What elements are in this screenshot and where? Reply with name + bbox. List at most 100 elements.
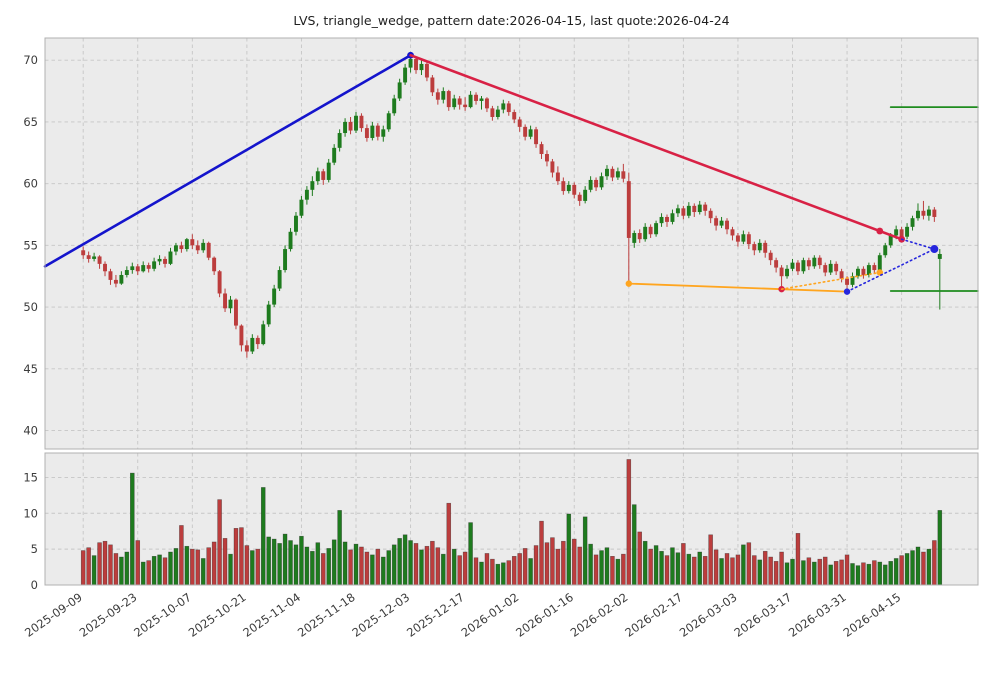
volume-bar (877, 561, 883, 586)
candle-body (883, 245, 888, 256)
candle-body (299, 199, 304, 216)
candle-body (457, 98, 462, 105)
volume-bar (664, 555, 670, 586)
volume-bar (582, 516, 588, 586)
volume-bar (413, 543, 419, 586)
candle-body (916, 210, 920, 219)
volume-bar (200, 558, 206, 586)
volume-bar (833, 561, 839, 586)
candle-body (108, 271, 113, 280)
volume-bar (86, 547, 91, 586)
candle-body (735, 235, 740, 242)
candle-body (856, 268, 860, 277)
volume-bar (697, 551, 703, 586)
volume-bar (119, 556, 124, 586)
volume-bar (451, 548, 457, 586)
candle-body (801, 260, 806, 272)
candle-body (452, 98, 457, 108)
candle-body (555, 172, 560, 182)
candle-body (315, 171, 320, 182)
svg-text:5: 5 (31, 542, 38, 556)
volume-bar (675, 552, 681, 586)
candle-body (392, 98, 397, 114)
candle-body (419, 63, 424, 71)
candle-body (173, 245, 178, 252)
volume-bar (637, 531, 642, 586)
candle-body (354, 115, 358, 131)
volume-bar (260, 487, 266, 586)
candle-body (310, 181, 315, 190)
candle-body (861, 268, 866, 275)
volume-bar (233, 528, 239, 586)
volume-bars (80, 459, 943, 586)
svg-text:2025-12-17: 2025-12-17 (404, 590, 467, 640)
candle-body (206, 242, 211, 258)
candle-body (495, 109, 500, 117)
svg-text:2026-02-02: 2026-02-02 (568, 590, 631, 640)
volume-bar (522, 548, 528, 586)
volume-bar (642, 540, 648, 586)
price-axis-tick-labels: 40 45 50 55 60 65 70 0 5 10 15 (23, 53, 38, 592)
candle-body (703, 204, 708, 211)
svg-text:2025-09-09: 2025-09-09 (22, 590, 85, 640)
candle-body (648, 226, 653, 235)
volume-bar (386, 550, 392, 586)
candle-body (381, 129, 386, 137)
candle-body (905, 226, 910, 237)
candle-body (839, 271, 844, 279)
candle-body (135, 266, 140, 272)
volume-bar (244, 545, 250, 586)
candle-body (888, 235, 893, 246)
overlay-breakout-projection-upper (900, 238, 939, 254)
candle-body (113, 279, 118, 284)
volume-bar (282, 533, 288, 586)
candle-body (201, 242, 206, 251)
candle-body (757, 242, 762, 251)
volume-bar (435, 547, 441, 586)
candle-body (403, 67, 408, 83)
volume-bar (381, 556, 386, 586)
volume-bar (162, 557, 168, 586)
candle-body (921, 210, 926, 216)
candle-body (665, 216, 669, 222)
candle-body (337, 133, 342, 148)
candle-body (937, 253, 942, 259)
svg-text:15: 15 (23, 470, 38, 484)
volume-bar (550, 537, 555, 586)
volume-bar (899, 555, 904, 586)
volume-bar (806, 557, 812, 586)
volume-bar (446, 502, 452, 586)
candle-body (272, 288, 277, 305)
candle-body (708, 210, 713, 219)
volume-bar (375, 548, 381, 586)
volume-bar (206, 547, 211, 586)
volume-bar (702, 556, 708, 586)
svg-text:2025-11-18: 2025-11-18 (295, 590, 358, 640)
candle-body (877, 255, 882, 271)
volume-bar (102, 540, 108, 586)
volume-bar (310, 550, 315, 586)
candle-body (332, 147, 337, 163)
volume-panel-background (45, 453, 978, 585)
candle-body (588, 179, 593, 190)
svg-text:2026-01-02: 2026-01-02 (459, 590, 522, 640)
candle-body (239, 325, 244, 346)
candle-body (474, 94, 478, 101)
volume-bar (621, 553, 626, 586)
volume-bar (746, 542, 752, 586)
volume-bar (593, 554, 599, 586)
volume-bar (937, 510, 943, 586)
candle-body (517, 119, 522, 127)
candle-body (103, 263, 107, 272)
candle-body (375, 125, 380, 137)
candle-body (714, 218, 719, 226)
candle-body (659, 216, 664, 224)
candle-body (179, 245, 184, 250)
candle-body (435, 92, 440, 100)
candle-body (774, 260, 779, 268)
volume-bar (173, 548, 179, 586)
candle-body (730, 229, 735, 236)
volume-bar (708, 534, 713, 586)
candle-body (594, 179, 599, 188)
